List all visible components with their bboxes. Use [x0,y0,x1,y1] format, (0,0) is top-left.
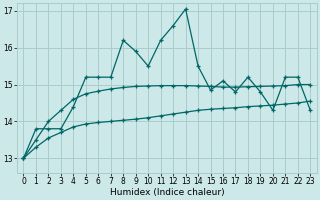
X-axis label: Humidex (Indice chaleur): Humidex (Indice chaleur) [109,188,224,197]
